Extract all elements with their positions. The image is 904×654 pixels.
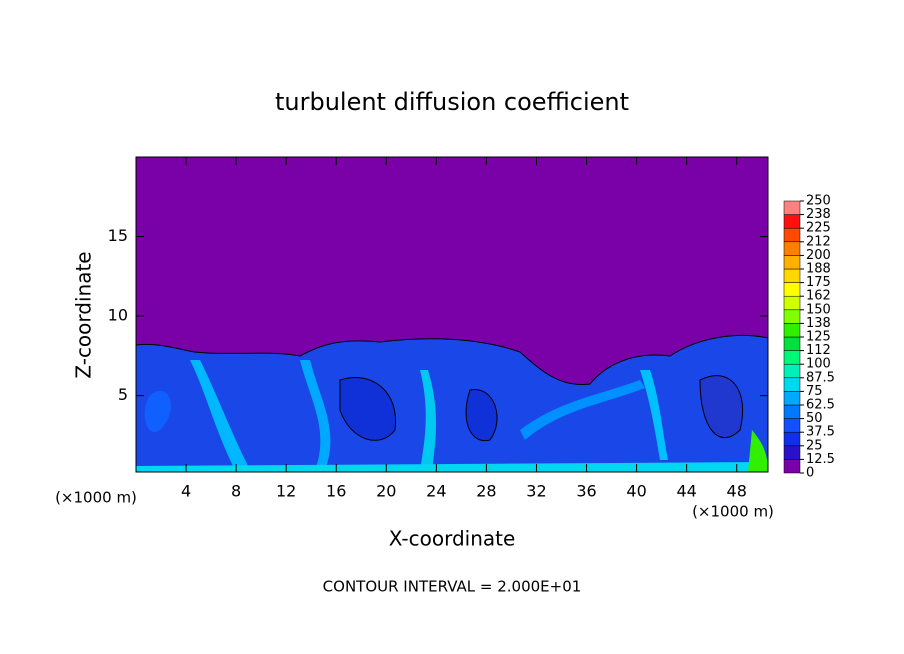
colorbar-swatch bbox=[783, 214, 801, 229]
colorbar-label: 112 bbox=[806, 343, 831, 358]
colorbar-swatch bbox=[783, 255, 801, 270]
x-tick-label: 44 bbox=[676, 482, 696, 501]
colorbar-label: 87.5 bbox=[806, 370, 835, 385]
colorbar-swatch bbox=[783, 227, 801, 243]
y-tick-label: 5 bbox=[118, 385, 128, 404]
x-axis-label: X-coordinate bbox=[389, 527, 516, 551]
x-tick-label: 24 bbox=[426, 482, 446, 501]
colorbar-swatch bbox=[783, 309, 801, 324]
colorbar-label: 125 bbox=[806, 330, 831, 345]
colorbar-swatch bbox=[783, 241, 801, 256]
colorbar-label: 12.5 bbox=[806, 452, 835, 467]
colorbar-label: 188 bbox=[806, 262, 831, 277]
x-tick-label: 20 bbox=[376, 482, 396, 501]
colorbar-label: 225 bbox=[806, 221, 831, 236]
colorbar-swatch bbox=[783, 431, 801, 447]
colorbar-label: 75 bbox=[806, 384, 823, 399]
colorbar-label: 138 bbox=[806, 316, 831, 331]
x-tick-label: 40 bbox=[626, 482, 646, 501]
colorbar-label: 150 bbox=[806, 302, 831, 317]
colorbar-swatch bbox=[783, 363, 801, 379]
x-unit: (×1000 m) bbox=[692, 503, 774, 521]
colorbar-swatch bbox=[783, 282, 801, 297]
y-unit: (×1000 m) bbox=[55, 489, 137, 507]
colorbar-label: 25 bbox=[806, 438, 823, 453]
colorbar-label: 0 bbox=[806, 466, 814, 481]
colorbar-label: 212 bbox=[806, 234, 831, 249]
colorbar-label: 37.5 bbox=[806, 425, 835, 440]
colorbar-label: 100 bbox=[806, 357, 831, 372]
x-tick-label: 16 bbox=[326, 482, 346, 501]
colorbar-label: 250 bbox=[806, 194, 831, 209]
colorbar-swatch bbox=[783, 336, 801, 351]
colorbar-swatch bbox=[783, 391, 801, 406]
colorbar-label: 238 bbox=[806, 207, 831, 222]
y-tick-label: 15 bbox=[108, 226, 128, 245]
y-tick-label: 10 bbox=[108, 306, 128, 325]
x-tick-label: 8 bbox=[231, 482, 241, 501]
colorbar-swatch bbox=[783, 323, 801, 338]
colorbar-swatch bbox=[783, 459, 801, 474]
note: CONTOUR INTERVAL = 2.000E+01 bbox=[323, 578, 582, 596]
colorbar-label: 200 bbox=[806, 248, 831, 263]
x-tick-label: 28 bbox=[476, 482, 496, 501]
colorbar-label: 162 bbox=[806, 289, 831, 304]
colorbar-label: 175 bbox=[806, 275, 831, 290]
x-tick-label: 12 bbox=[276, 482, 296, 501]
colorbar-swatch bbox=[783, 445, 801, 460]
colorbar-swatch bbox=[783, 377, 801, 392]
x-tick-label: 36 bbox=[576, 482, 596, 501]
colorbar-label: 50 bbox=[806, 411, 823, 426]
colorbar-swatch bbox=[783, 295, 801, 311]
x-tick-label: 4 bbox=[181, 482, 191, 501]
plot-frame bbox=[135, 156, 769, 473]
colorbar-label: 62.5 bbox=[806, 398, 835, 413]
colorbar-swatch bbox=[783, 200, 801, 215]
colorbar-swatch bbox=[783, 404, 801, 419]
colorbar-swatch bbox=[783, 350, 801, 365]
colorbar-swatch bbox=[783, 418, 801, 433]
x-tick-label: 32 bbox=[526, 482, 546, 501]
colorbar-swatch bbox=[783, 268, 801, 283]
chart-title: turbulent diffusion coefficient bbox=[275, 88, 629, 116]
field bbox=[135, 157, 769, 473]
y-axis-label: Z-coordinate bbox=[72, 251, 96, 378]
x-tick-label: 48 bbox=[727, 482, 747, 501]
